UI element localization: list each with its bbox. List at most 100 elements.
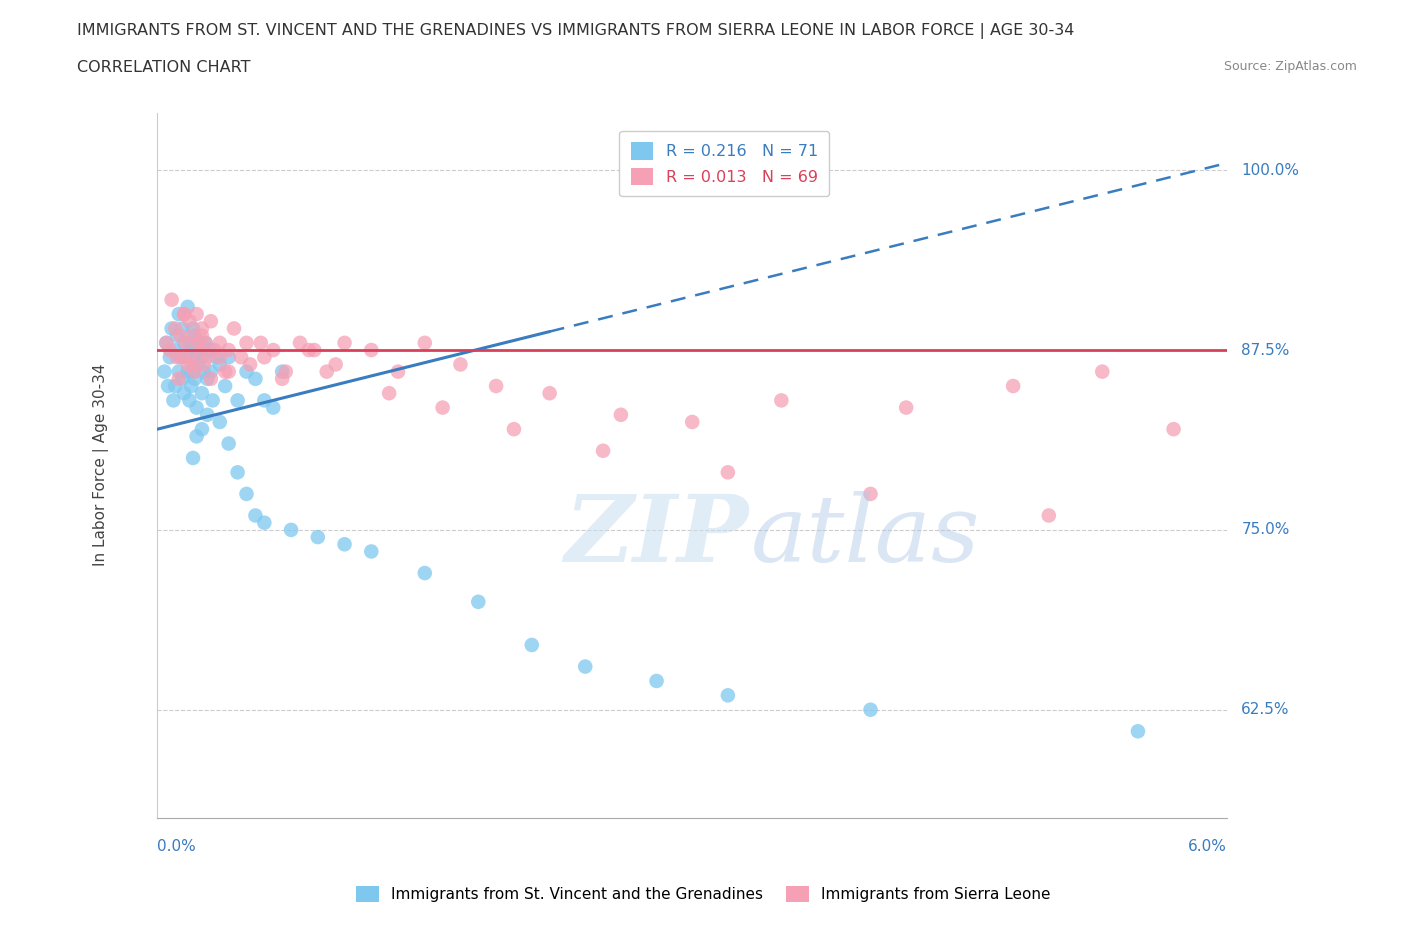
Point xyxy=(413,565,436,580)
Point xyxy=(173,307,195,322)
Point xyxy=(188,342,211,357)
Point xyxy=(485,379,508,393)
Point xyxy=(155,336,177,351)
Point xyxy=(160,321,183,336)
Point xyxy=(167,365,190,379)
Point xyxy=(188,336,211,351)
Point xyxy=(218,350,240,365)
Text: CORRELATION CHART: CORRELATION CHART xyxy=(77,60,250,75)
Point xyxy=(191,350,214,365)
Point xyxy=(184,365,207,379)
Point xyxy=(186,350,208,365)
Point xyxy=(195,350,218,365)
Legend: R = 0.216   N = 71, R = 0.013   N = 69: R = 0.216 N = 71, R = 0.013 N = 69 xyxy=(620,131,830,196)
Point xyxy=(592,444,614,458)
Point xyxy=(200,371,222,386)
Point xyxy=(181,365,204,379)
Point xyxy=(538,386,561,401)
Point xyxy=(859,702,882,717)
Point xyxy=(610,407,633,422)
Point xyxy=(307,530,329,545)
Text: 100.0%: 100.0% xyxy=(1241,163,1299,178)
Point xyxy=(195,407,218,422)
Point xyxy=(174,350,197,365)
Point xyxy=(166,328,188,343)
Point xyxy=(180,342,202,357)
Point xyxy=(503,421,526,436)
Point xyxy=(262,342,284,357)
Point xyxy=(432,400,454,415)
Point xyxy=(162,393,184,408)
Point xyxy=(239,357,262,372)
Point xyxy=(184,371,207,386)
Text: IMMIGRANTS FROM ST. VINCENT AND THE GRENADINES VS IMMIGRANTS FROM SIERRA LEONE I: IMMIGRANTS FROM ST. VINCENT AND THE GREN… xyxy=(77,23,1074,39)
Point xyxy=(195,371,218,386)
Point xyxy=(160,292,183,307)
Point xyxy=(231,350,253,365)
Text: 0.0%: 0.0% xyxy=(157,839,195,855)
Point xyxy=(179,336,201,351)
Point xyxy=(274,365,297,379)
Text: 87.5%: 87.5% xyxy=(1241,342,1289,357)
Point xyxy=(894,400,917,415)
Point xyxy=(157,379,180,393)
Point xyxy=(179,393,201,408)
Point xyxy=(191,321,214,336)
Text: atlas: atlas xyxy=(751,491,980,580)
Point xyxy=(859,486,882,501)
Point xyxy=(204,342,226,357)
Text: 6.0%: 6.0% xyxy=(1188,839,1227,855)
Point xyxy=(245,508,267,523)
Point xyxy=(1126,724,1149,738)
Point xyxy=(176,299,198,314)
Point xyxy=(155,336,177,351)
Point xyxy=(304,342,326,357)
Point xyxy=(153,365,176,379)
Point xyxy=(449,357,471,372)
Point xyxy=(186,429,208,444)
Point xyxy=(173,386,195,401)
Point xyxy=(253,515,276,530)
Point xyxy=(214,365,236,379)
Point xyxy=(169,350,191,365)
Point xyxy=(315,365,337,379)
Point xyxy=(1163,421,1185,436)
Point xyxy=(181,450,204,465)
Point xyxy=(235,486,257,501)
Point xyxy=(333,336,356,351)
Point xyxy=(387,365,409,379)
Point xyxy=(193,365,215,379)
Point xyxy=(717,465,740,480)
Point xyxy=(194,336,217,351)
Point xyxy=(201,393,224,408)
Point xyxy=(198,342,221,357)
Point xyxy=(218,436,240,451)
Point xyxy=(191,386,214,401)
Text: 75.0%: 75.0% xyxy=(1241,523,1289,538)
Point xyxy=(253,350,276,365)
Point xyxy=(253,393,276,408)
Point xyxy=(187,357,209,372)
Point xyxy=(681,415,703,430)
Point xyxy=(193,357,215,372)
Point xyxy=(173,307,195,322)
Point xyxy=(467,594,489,609)
Point xyxy=(184,328,207,343)
Point xyxy=(159,342,181,357)
Point xyxy=(169,328,191,343)
Point xyxy=(325,357,347,372)
Point xyxy=(218,365,240,379)
Point xyxy=(181,357,204,372)
Point xyxy=(1091,365,1114,379)
Point xyxy=(167,371,190,386)
Point xyxy=(165,321,187,336)
Point xyxy=(172,350,194,365)
Point xyxy=(191,421,214,436)
Point xyxy=(200,313,222,328)
Point xyxy=(262,400,284,415)
Point xyxy=(360,342,382,357)
Point xyxy=(1038,508,1060,523)
Point xyxy=(191,328,214,343)
Point xyxy=(271,371,294,386)
Point xyxy=(280,523,302,538)
